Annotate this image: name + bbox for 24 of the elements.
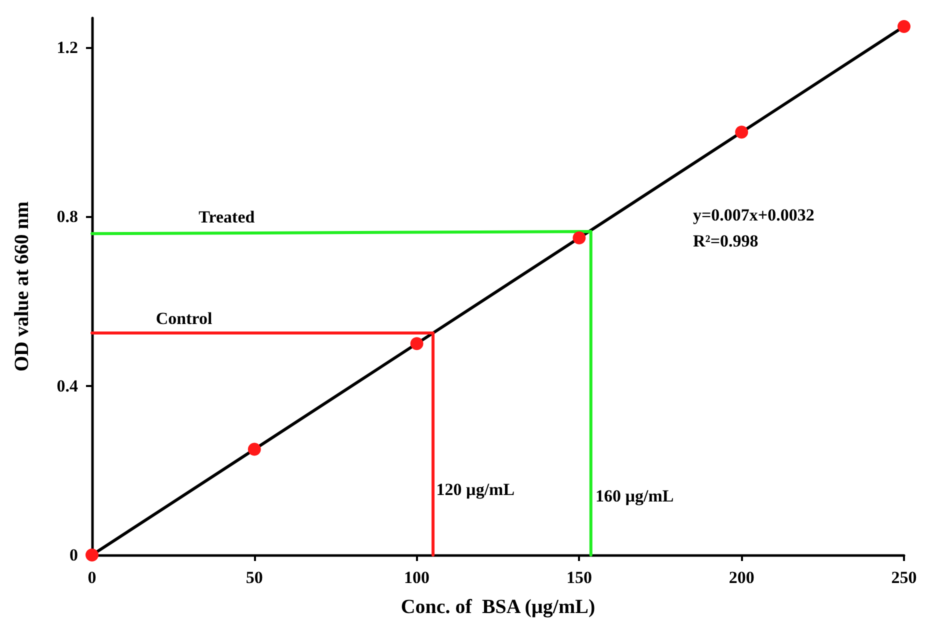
point (410, 337, 424, 350)
y-tick-label: 0.4 (56, 376, 78, 396)
series-label: Control (156, 309, 213, 328)
point (248, 442, 261, 456)
point (572, 231, 586, 244)
point (735, 126, 748, 139)
x-tick-label: 150 (566, 568, 592, 587)
x-tick-label: 100 (404, 568, 430, 587)
annotation: y=0.007x+0.0032 (693, 206, 814, 224)
y-axis-title: OD value at 660 nm (11, 201, 33, 372)
series-label: Treated (198, 208, 256, 227)
y-tick-label: 0.8 (56, 207, 78, 226)
annotation: R²=0.998 (693, 232, 758, 250)
x-tick-label: 0 (88, 568, 96, 587)
y-tick-label: 1.2 (56, 38, 78, 58)
annotation: 120 µg/mL (436, 480, 515, 499)
point (86, 548, 98, 562)
x-tick-label: 250 (891, 568, 917, 587)
x-axis-title: Conc. of BSA (µg/mL) (400, 596, 596, 618)
x-tick-label: 200 (728, 568, 754, 587)
x-tick-label: 50 (246, 568, 263, 587)
point (898, 20, 910, 33)
y-tick-label: 0 (70, 546, 78, 564)
annotation: 160 µg/mL (595, 486, 674, 506)
